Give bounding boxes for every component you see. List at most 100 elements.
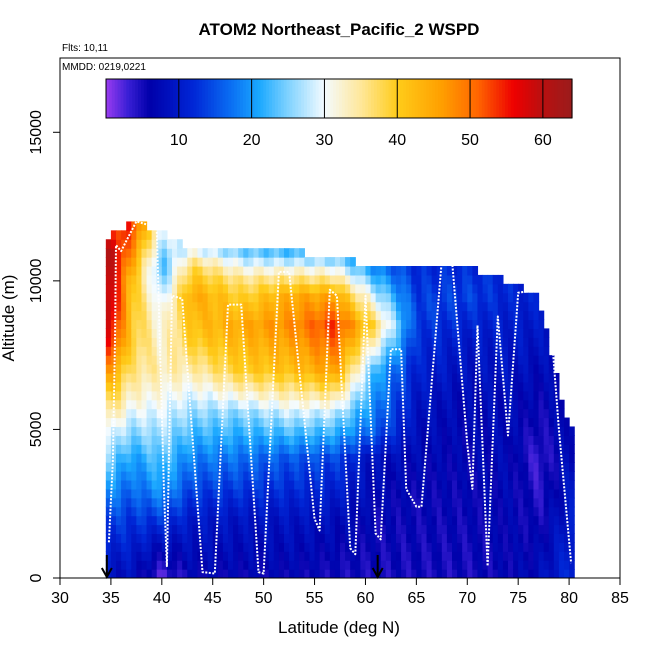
heatmap-cell: [212, 551, 219, 561]
heatmap-cell: [233, 355, 239, 365]
colorbar-segment: [350, 79, 355, 118]
heatmap-cell: [497, 310, 504, 321]
colorbar-segment: [269, 79, 273, 118]
heatmap-cell: [350, 435, 356, 445]
heatmap-cell: [518, 560, 524, 570]
heatmap-cell: [105, 560, 112, 570]
heatmap-cell: [365, 310, 372, 321]
heatmap-cell: [340, 444, 346, 454]
heatmap-cell: [289, 462, 295, 472]
heatmap-cell: [136, 221, 143, 231]
heatmap-cell: [355, 551, 361, 561]
heatmap-cell: [350, 417, 356, 428]
heatmap-cell: [202, 542, 209, 552]
heatmap-cell: [558, 497, 565, 508]
heatmap-cell: [334, 266, 341, 276]
heatmap-cell: [253, 408, 260, 419]
heatmap-cell: [401, 533, 407, 543]
heatmap-cell: [314, 569, 321, 578]
heatmap-cell: [390, 364, 397, 374]
heatmap-cell: [217, 497, 224, 508]
heatmap-cell: [411, 355, 417, 365]
colorbar-segment: [260, 79, 264, 118]
heatmap-cell: [273, 381, 280, 392]
heatmap-cell: [462, 301, 468, 312]
heatmap-cell: [182, 257, 188, 267]
heatmap-cell: [421, 310, 428, 321]
heatmap-cell: [121, 488, 127, 499]
heatmap-cell: [452, 453, 458, 463]
heatmap-cell: [273, 355, 280, 365]
heatmap-cell: [355, 292, 361, 303]
heatmap-cell: [161, 542, 168, 552]
heatmap-cell: [411, 266, 417, 276]
heatmap-cell: [289, 274, 295, 285]
heatmap-cell: [105, 283, 112, 294]
heatmap-cell: [446, 471, 453, 481]
heatmap-cell: [345, 471, 351, 481]
colorbar-segment: [362, 79, 366, 118]
heatmap-cell: [207, 364, 214, 374]
heatmap-cell: [446, 488, 453, 499]
heatmap-cell: [146, 328, 153, 338]
heatmap-cell: [207, 417, 214, 428]
heatmap-cell: [304, 266, 311, 276]
heatmap-cell: [166, 542, 173, 552]
heatmap-cell: [319, 399, 326, 410]
heatmap-cell: [222, 390, 229, 401]
heatmap-cell: [268, 292, 275, 303]
heatmap-cell: [513, 283, 519, 294]
heatmap-cell: [396, 337, 402, 347]
heatmap-cell: [253, 479, 260, 490]
heatmap-cell: [294, 337, 300, 347]
heatmap-cell: [533, 337, 540, 347]
heatmap-cell: [421, 337, 428, 347]
heatmap-cell: [513, 372, 519, 383]
heatmap-cell: [370, 471, 377, 481]
heatmap-cell: [284, 453, 290, 463]
heatmap-cell: [390, 479, 397, 490]
heatmap-cell: [497, 364, 504, 374]
heatmap-cell: [406, 524, 412, 535]
heatmap-cell: [243, 364, 249, 374]
heatmap-cell: [187, 533, 193, 543]
heatmap-cell: [197, 453, 204, 463]
heatmap-cell: [248, 355, 255, 365]
heatmap-cell: [324, 533, 331, 543]
heatmap-cell: [243, 560, 249, 570]
heatmap-cell: [523, 399, 529, 410]
heatmap-cell: [294, 435, 300, 445]
heatmap-cell: [177, 560, 183, 570]
heatmap-cell: [385, 426, 392, 436]
heatmap-cell: [329, 319, 336, 329]
heatmap-cell: [548, 390, 555, 401]
heatmap-cell: [329, 551, 336, 561]
heatmap-cell: [457, 283, 463, 294]
heatmap-cell: [329, 310, 336, 321]
heatmap-cell: [304, 506, 311, 517]
heatmap-cell: [345, 408, 351, 419]
heatmap-cell: [187, 266, 193, 276]
heatmap-cell: [360, 453, 367, 463]
heatmap-cell: [441, 292, 448, 303]
heatmap-cell: [156, 524, 163, 535]
heatmap-cell: [406, 435, 412, 445]
heatmap-cell: [390, 426, 397, 436]
heatmap-cell: [314, 542, 321, 552]
heatmap-cell: [187, 292, 193, 303]
heatmap-cell: [467, 515, 473, 526]
heatmap-cell: [126, 533, 132, 543]
heatmap-cell: [294, 426, 300, 436]
heatmap-cell: [390, 390, 397, 401]
heatmap-cell: [375, 292, 382, 303]
heatmap-cell: [243, 274, 249, 285]
heatmap-cell: [452, 462, 458, 472]
heatmap-cell: [126, 462, 132, 472]
colorbar-segment: [309, 79, 314, 118]
heatmap-cell: [192, 435, 199, 445]
colorbar-segment: [414, 79, 419, 118]
heatmap-cell: [564, 551, 570, 561]
heatmap-cell: [457, 471, 463, 481]
heatmap-cell: [426, 355, 433, 365]
heatmap-cell: [248, 381, 255, 392]
